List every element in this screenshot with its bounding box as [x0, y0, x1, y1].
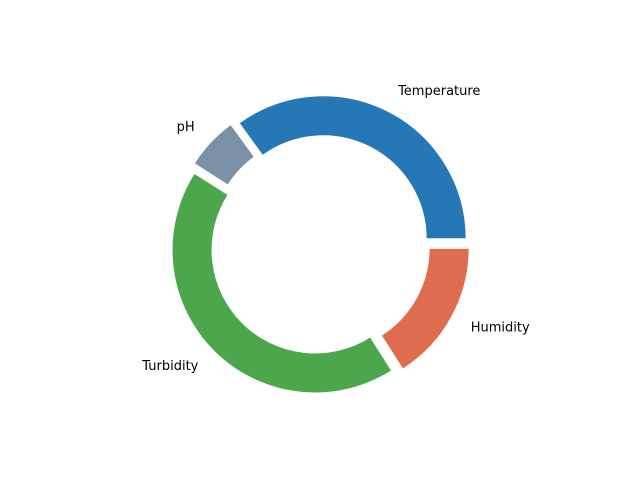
slice-label-temperature: Temperature	[397, 84, 480, 99]
slice-label-humidity: Humidity	[471, 320, 530, 335]
slices-layer	[171, 95, 470, 394]
slice-label-ph: pH	[177, 120, 195, 135]
labels-layer: Humidity Turbidity pH Temperature	[141, 84, 530, 374]
slice-turbidity	[171, 172, 393, 394]
slice-label-turbidity: Turbidity	[141, 359, 198, 374]
slice-humidity	[380, 247, 470, 370]
slice-ph	[193, 123, 256, 186]
slice-temperature	[238, 95, 467, 240]
